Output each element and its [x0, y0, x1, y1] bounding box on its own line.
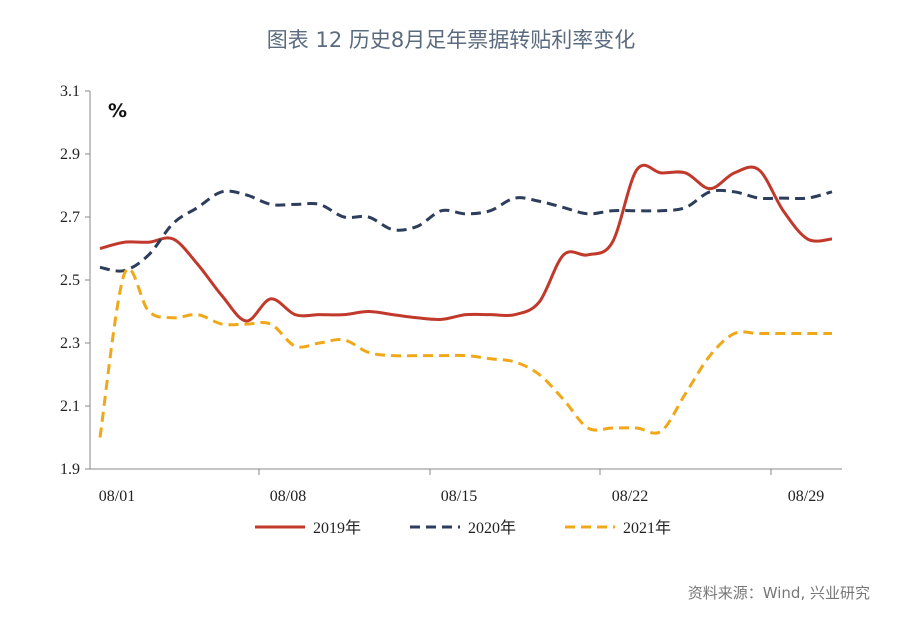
- x-tick-label: 08/08: [270, 488, 306, 505]
- series-line-2021年: [98, 267, 832, 438]
- x-tick-label: 08/29: [788, 488, 824, 505]
- legend-label: 2019年: [313, 519, 361, 537]
- x-tick-label: 08/01: [99, 488, 135, 505]
- x-tick-label: 08/22: [612, 488, 648, 505]
- chart-title: 图表 12 历史8月足年票据转贴利率变化: [266, 28, 636, 52]
- y-tick-label: 1.9: [60, 461, 80, 478]
- legend-label: 2020年: [468, 519, 516, 537]
- y-tick-label: 3.1: [60, 83, 80, 100]
- source-note: 资料来源：Wind, 兴业研究: [687, 584, 870, 602]
- series-line-2019年: [99, 163, 833, 323]
- legend-item: 2021年: [565, 519, 671, 537]
- legend-item: 2019年: [255, 519, 361, 537]
- series-line-2020年: [99, 188, 833, 273]
- y-tick-label: 2.9: [60, 146, 80, 163]
- y-tick-label: 2.7: [60, 209, 80, 226]
- y-axis-unit: %: [108, 100, 127, 122]
- y-tick-label: 2.3: [60, 335, 80, 352]
- y-tick-label: 2.1: [60, 398, 80, 415]
- y-tick-label: 2.5: [60, 272, 80, 289]
- legend-label: 2021年: [623, 519, 671, 537]
- x-tick-label: 08/15: [441, 488, 477, 505]
- legend-item: 2020年: [410, 519, 516, 537]
